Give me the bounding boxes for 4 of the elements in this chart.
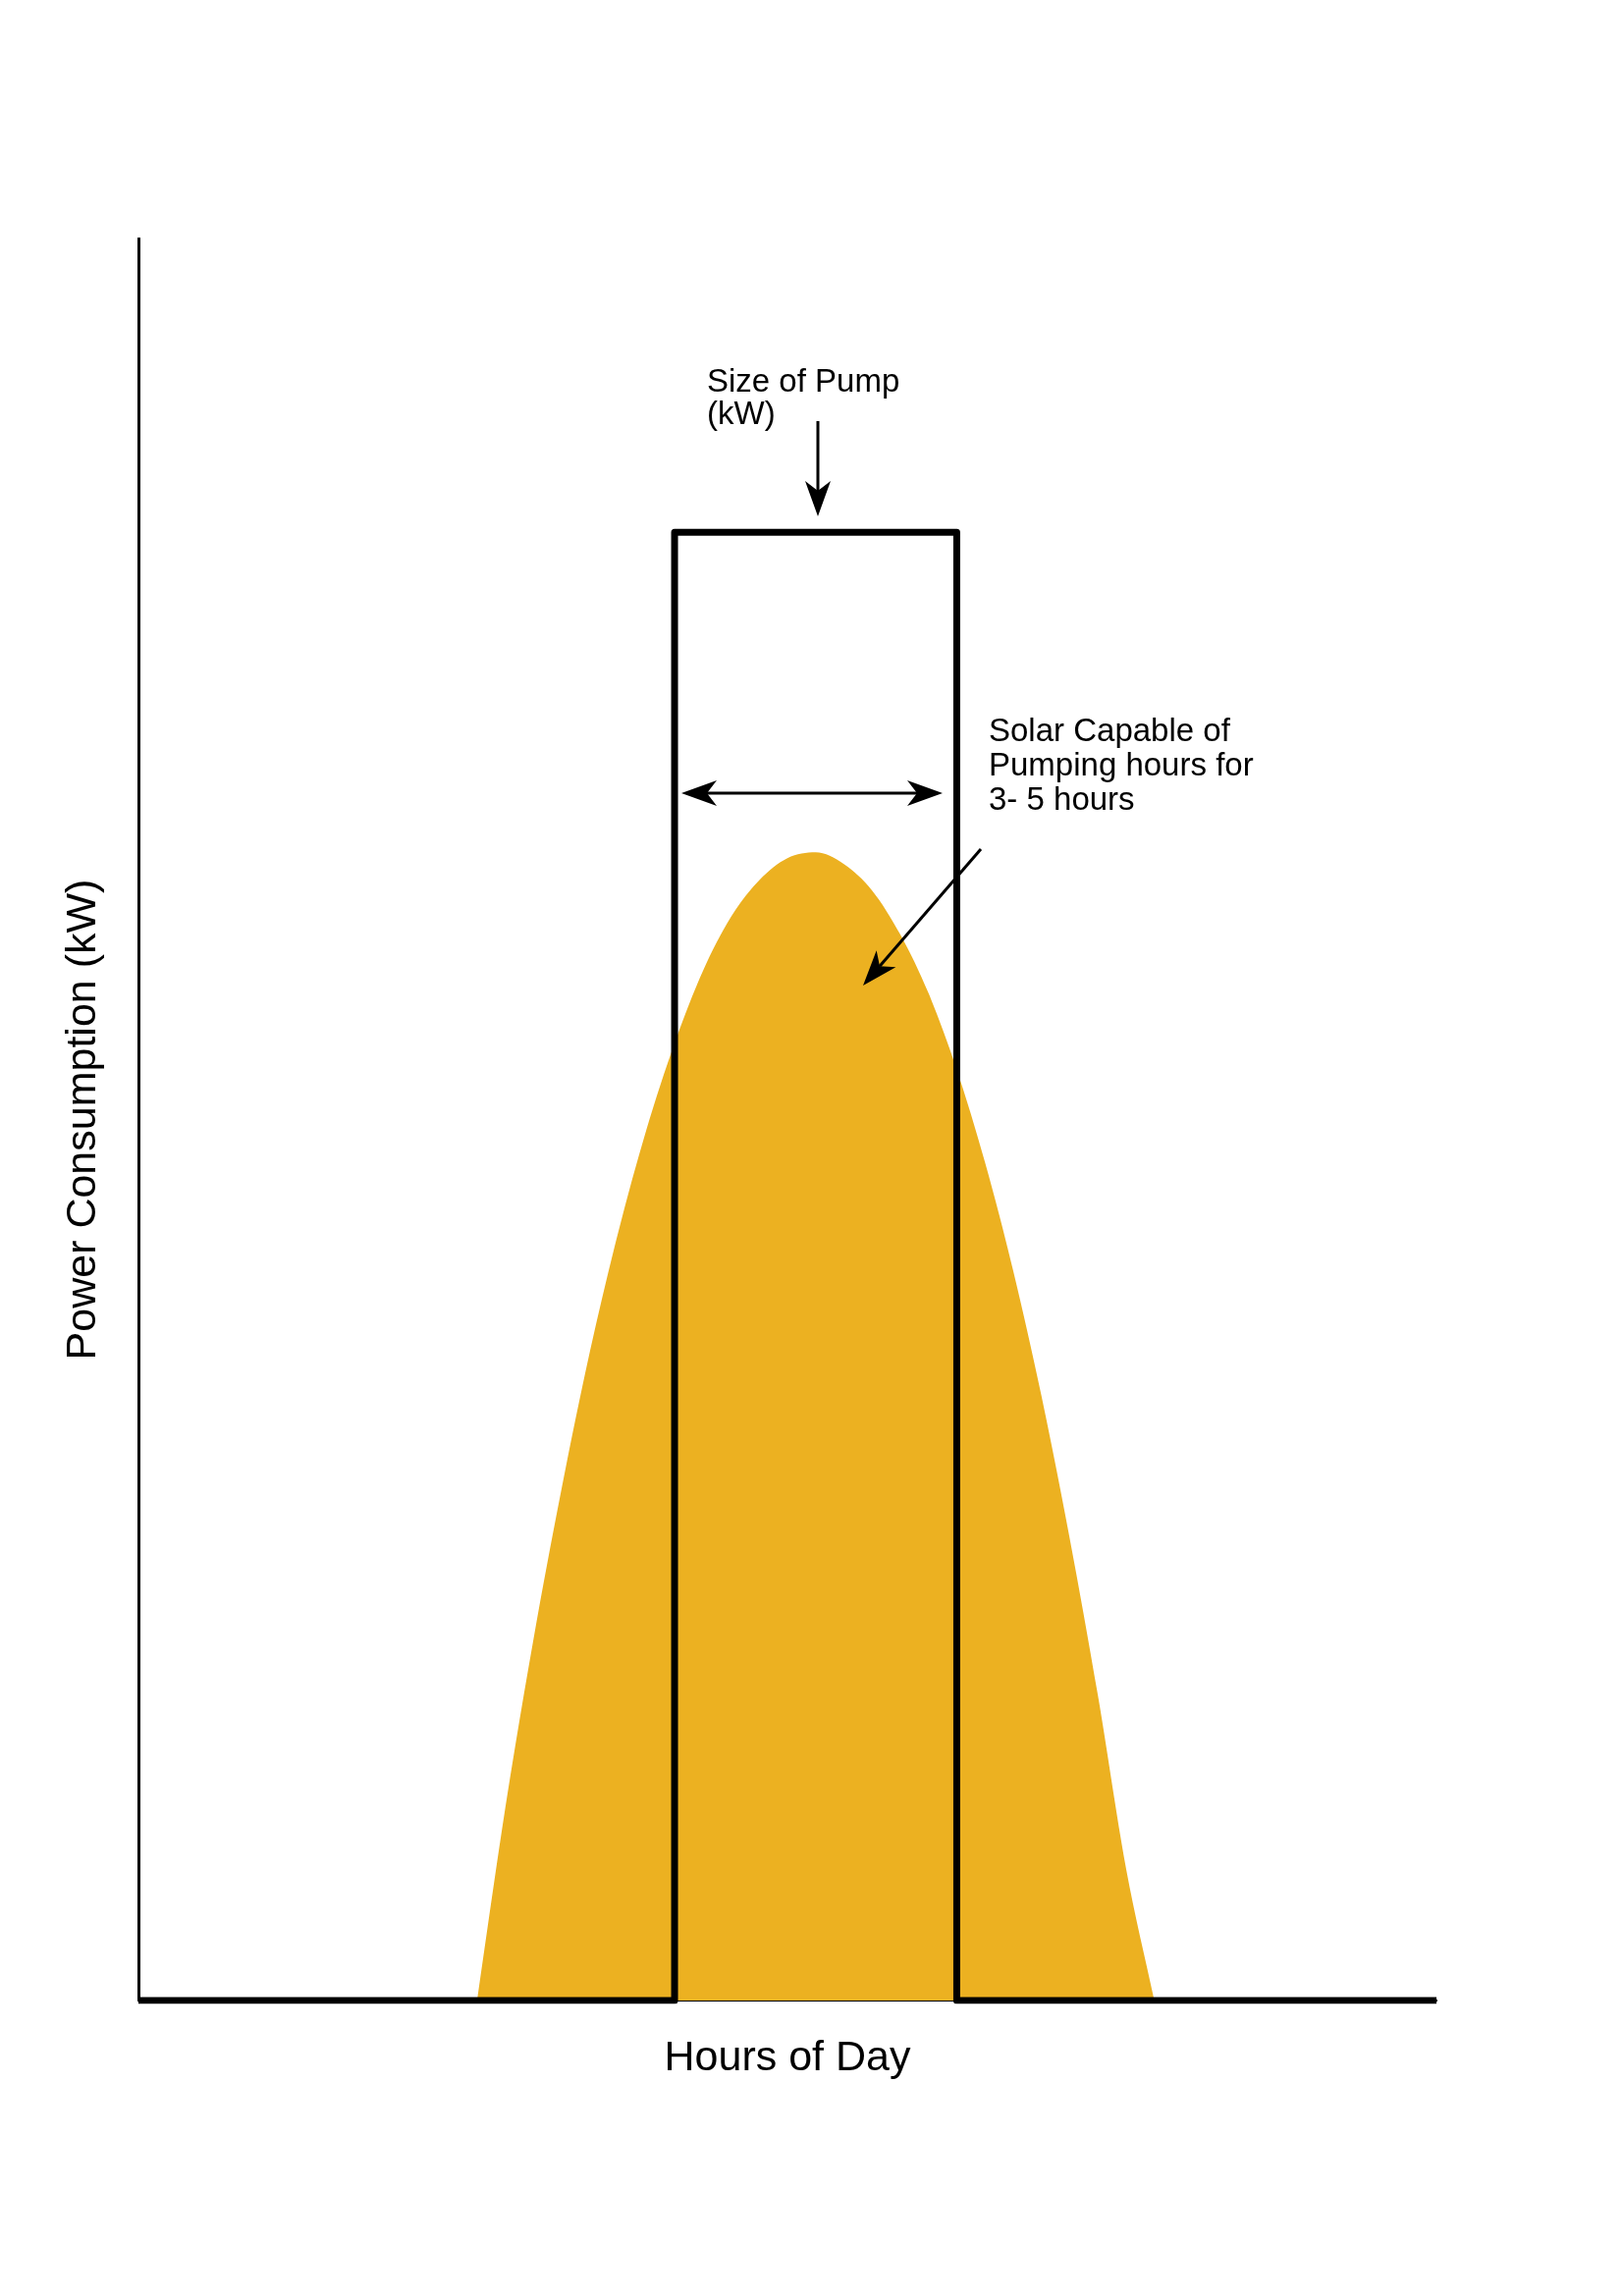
x-axis-title: Hours of Day <box>664 2031 911 2079</box>
annotation: Solar Capable of Pumping hours for 3- 5 hours <box>989 712 1255 817</box>
y-axis-title: Power Consumption (kW) <box>57 879 105 1361</box>
text: Size of Pump (kW) <box>707 362 901 431</box>
